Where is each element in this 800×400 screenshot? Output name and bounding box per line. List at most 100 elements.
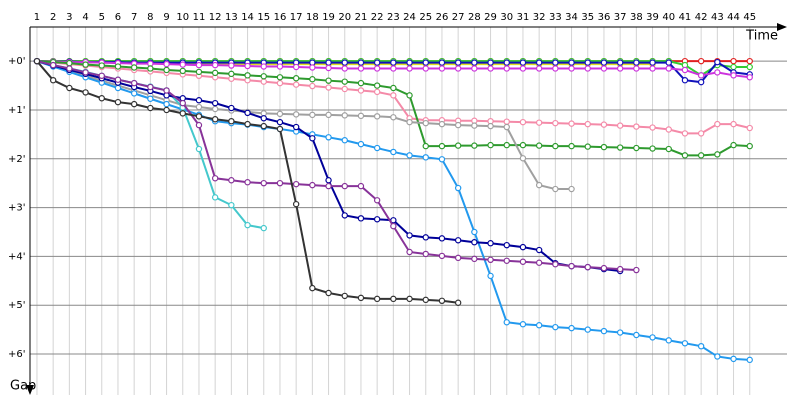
- data-point: [519, 321, 527, 328]
- data-point: [195, 121, 203, 129]
- data-point: [616, 122, 624, 129]
- data-point: [552, 185, 559, 193]
- data-point: [82, 89, 89, 96]
- data-point: [471, 142, 478, 149]
- data-point: [309, 111, 316, 119]
- data-point: [341, 85, 348, 93]
- data-point: [292, 81, 300, 88]
- data-point: [471, 239, 478, 246]
- data-point: [422, 65, 429, 72]
- data-point: [519, 155, 527, 162]
- data-point: [195, 113, 203, 120]
- data-point: [746, 142, 753, 150]
- data-point: [373, 82, 381, 89]
- data-point: [681, 152, 689, 159]
- data-point: [454, 254, 462, 262]
- data-point: [325, 134, 332, 141]
- data-point: [341, 65, 348, 72]
- data-point: [147, 83, 154, 91]
- data-point: [390, 92, 397, 99]
- y-tick-label: +5': [8, 300, 26, 311]
- data-point: [568, 185, 575, 193]
- data-point: [471, 59, 478, 66]
- data-point: [471, 228, 478, 236]
- data-point: [584, 59, 591, 66]
- data-point: [697, 72, 705, 79]
- data-point: [438, 120, 446, 128]
- data-point: [244, 120, 251, 128]
- data-point: [746, 124, 753, 132]
- grid: [30, 27, 787, 395]
- data-point: [503, 141, 510, 149]
- data-point: [600, 59, 608, 66]
- x-tick-label: 34: [565, 12, 578, 23]
- data-point: [130, 90, 138, 97]
- data-point: [114, 84, 122, 92]
- data-point: [487, 59, 494, 66]
- x-tick-label: 17: [290, 12, 303, 23]
- data-point: [309, 64, 316, 71]
- data-point: [211, 175, 219, 182]
- x-tick-label: 39: [646, 12, 659, 23]
- data-point: [714, 120, 721, 128]
- data-point: [454, 59, 462, 66]
- data-point: [535, 259, 543, 266]
- data-point: [276, 63, 284, 70]
- data-point: [357, 140, 365, 148]
- data-point: [552, 65, 559, 72]
- x-tick-label: 11: [193, 12, 206, 23]
- x-tick-label: 5: [99, 12, 105, 23]
- data-point: [665, 65, 672, 72]
- data-point: [406, 92, 413, 99]
- data-point: [357, 112, 365, 120]
- data-point: [66, 65, 73, 72]
- data-point: [422, 154, 429, 161]
- data-point: [633, 123, 640, 130]
- data-point: [147, 65, 154, 72]
- data-point: [568, 120, 575, 127]
- data-point: [309, 82, 316, 90]
- x-tick-label: 20: [338, 12, 351, 23]
- data-point: [568, 65, 575, 72]
- data-point: [195, 61, 203, 69]
- series-line: [36, 60, 572, 191]
- data-point: [503, 319, 510, 326]
- data-point: [195, 145, 203, 153]
- data-point: [130, 64, 138, 71]
- data-point: [633, 331, 640, 339]
- data-point: [730, 63, 737, 71]
- x-tick-label: 3: [66, 12, 72, 23]
- data-point: [357, 182, 365, 190]
- data-point: [746, 74, 753, 81]
- x-tick-label: 27: [452, 12, 465, 23]
- data-point: [552, 260, 559, 268]
- data-point: [98, 72, 105, 80]
- data-point: [244, 109, 251, 117]
- data-point: [697, 57, 705, 65]
- data-point: [357, 87, 365, 94]
- data-point: [357, 215, 365, 222]
- data-point: [535, 181, 543, 189]
- x-tick-label: 32: [533, 12, 546, 23]
- data-point: [211, 69, 219, 77]
- data-point: [487, 122, 494, 130]
- data-point: [211, 116, 219, 123]
- x-tick-label: 24: [403, 12, 416, 23]
- data-point: [325, 289, 332, 297]
- data-point: [746, 57, 753, 65]
- data-point: [325, 182, 332, 190]
- x-tick-label: 22: [371, 12, 384, 23]
- data-point: [373, 88, 381, 96]
- data-point: [681, 340, 689, 347]
- data-point: [649, 334, 656, 341]
- data-point: [228, 104, 235, 112]
- data-point: [406, 232, 413, 239]
- data-point: [568, 262, 575, 270]
- y-tick-label: +2': [8, 154, 26, 165]
- data-point: [406, 59, 413, 66]
- x-tick-label: 18: [306, 12, 319, 23]
- data-point: [438, 235, 446, 242]
- data-point: [454, 237, 462, 244]
- data-point: [325, 59, 332, 66]
- data-point: [147, 104, 154, 112]
